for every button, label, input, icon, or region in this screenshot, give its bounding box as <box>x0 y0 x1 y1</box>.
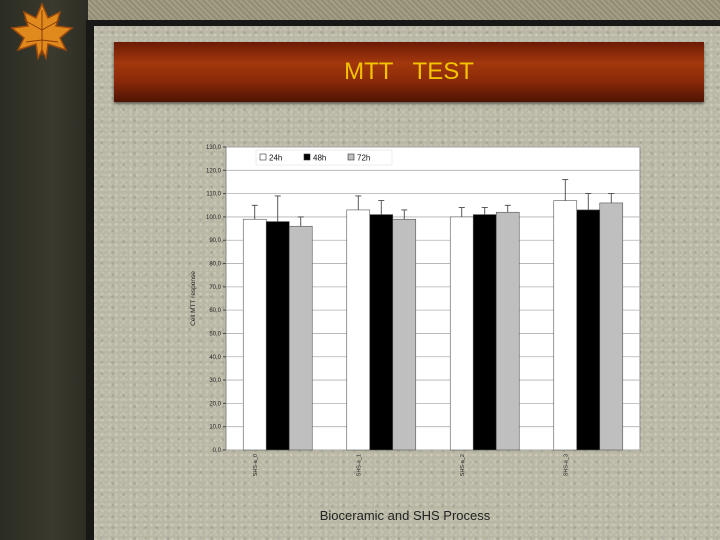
y-tick-label: 100,0 <box>206 215 222 221</box>
legend-label-48h: 48h <box>313 154 326 163</box>
x-tick-label: SHS-a_0 <box>253 454 259 476</box>
bar-48h-SHS-a_2 <box>472 214 497 451</box>
slide-footer: Bioceramic and SHS Process <box>319 508 491 523</box>
bar-72h-SHS-a_1 <box>392 218 417 451</box>
legend-swatch-24h <box>259 153 267 161</box>
bar-72h-SHS-a_3 <box>599 202 624 451</box>
x-tick-label: SHS-a_1 <box>356 454 362 476</box>
bar-48h-SHS-a_3 <box>576 209 601 451</box>
legend-label-72h: 72h <box>357 154 370 163</box>
y-axis-label: Cell MTT response <box>190 271 197 326</box>
y-tick-label: 50,0 <box>209 331 221 337</box>
y-tick-label: 10,0 <box>209 425 221 431</box>
title-bar: MTT TEST <box>114 42 704 102</box>
legend-label-24h: 24h <box>269 154 282 163</box>
left-decorative-strip <box>0 0 88 540</box>
y-tick-label: 90,0 <box>209 238 221 244</box>
x-tick-label: SHS-a_3 <box>563 454 569 476</box>
chart-svg: 0,0 10,0 20,0 30,0 40,0 50,0 60,0 70,0 80,0 90,0 1… <box>190 145 641 476</box>
y-tick-label: 20,0 <box>209 401 221 407</box>
y-tick-label: 120,0 <box>206 168 222 174</box>
bar-72h-SHS-a_2 <box>495 211 520 451</box>
legend-box <box>255 149 393 166</box>
bar-48h-SHS-a_0 <box>265 221 290 451</box>
y-tick-label: 60,0 <box>209 308 221 314</box>
mtt-chart: 0,0 10,0 20,0 30,0 40,0 50,0 60,0 70,0 80,0 90,0 1… <box>186 140 646 490</box>
bar-72h-SHS-a_0 <box>288 225 313 451</box>
y-tick-label: 40,0 <box>209 355 221 361</box>
slide-title: MTT TEST <box>344 58 474 85</box>
legend-swatch-48h <box>303 153 311 161</box>
maple-leaf-icon <box>10 2 74 61</box>
legend-swatch-72h <box>347 153 355 161</box>
bar-48h-SHS-a_1 <box>369 214 394 451</box>
bar-24h-SHS-a_1 <box>346 209 371 451</box>
y-tick-label: 30,0 <box>209 378 221 384</box>
y-tick-label: 80,0 <box>209 262 221 268</box>
bar-24h-SHS-a_3 <box>553 200 578 451</box>
y-tick-label: 0,0 <box>213 448 222 454</box>
x-tick-label: SHS-a_2 <box>460 454 466 476</box>
bar-24h-SHS-a_2 <box>449 216 474 451</box>
y-tick-label: 70,0 <box>209 285 221 291</box>
top-texture-band <box>0 0 720 22</box>
y-tick-label: 130,0 <box>206 145 222 151</box>
bar-24h-SHS-a_0 <box>242 218 267 451</box>
y-tick-label: 110,0 <box>206 192 221 198</box>
